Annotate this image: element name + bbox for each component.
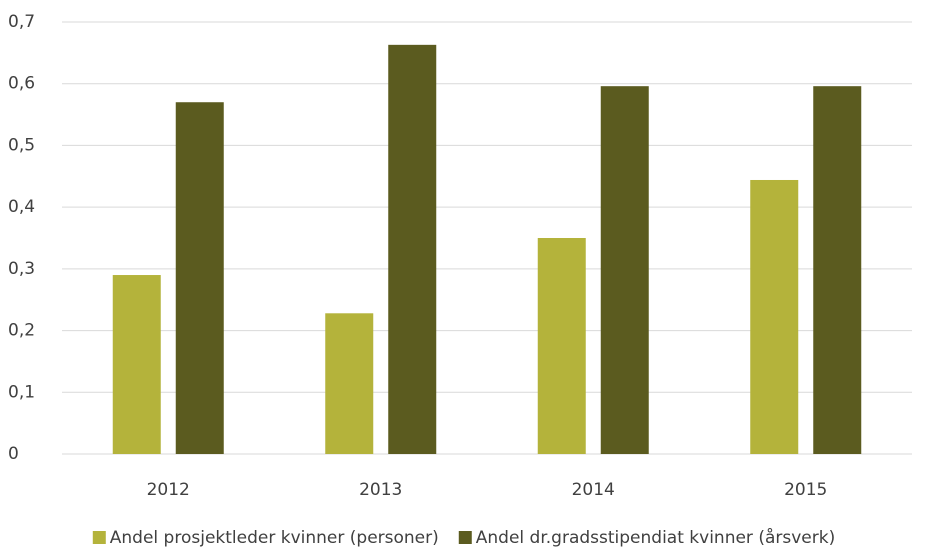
bar xyxy=(325,313,374,454)
y-tick-label: 0 xyxy=(8,444,19,464)
legend-swatch xyxy=(92,531,106,544)
y-tick-label: 0,2 xyxy=(8,321,35,341)
x-tick-label: 2012 xyxy=(147,480,190,500)
y-tick-label: 0,5 xyxy=(8,135,35,155)
y-tick-label: 0,4 xyxy=(8,197,35,217)
legend-label: Andel dr.gradsstipendiat kvinner (årsver… xyxy=(476,527,835,547)
y-tick-label: 0,3 xyxy=(8,259,35,279)
bar xyxy=(750,179,799,454)
bar xyxy=(813,86,862,454)
x-tick-label: 2015 xyxy=(784,480,827,500)
x-tick-label: 2014 xyxy=(572,480,615,500)
legend-label: Andel prosjektleder kvinner (personer) xyxy=(110,528,439,547)
bar xyxy=(537,238,586,454)
legend-swatch xyxy=(458,531,472,544)
y-tick-label: 0,1 xyxy=(8,382,35,402)
bar xyxy=(112,275,161,454)
bar xyxy=(600,86,649,454)
bar xyxy=(388,44,437,454)
x-tick-label: 2013 xyxy=(359,480,402,500)
bar xyxy=(175,102,224,454)
y-tick-label: 0,7 xyxy=(8,12,35,32)
y-tick-label: 0,6 xyxy=(8,74,35,94)
